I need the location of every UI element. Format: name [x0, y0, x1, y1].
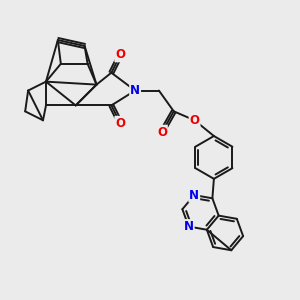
Text: N: N	[130, 84, 140, 97]
Text: O: O	[115, 48, 125, 62]
Text: N: N	[189, 189, 199, 202]
Text: O: O	[115, 117, 125, 130]
Text: O: O	[190, 114, 200, 127]
Text: O: O	[157, 126, 167, 139]
Text: N: N	[184, 220, 194, 233]
